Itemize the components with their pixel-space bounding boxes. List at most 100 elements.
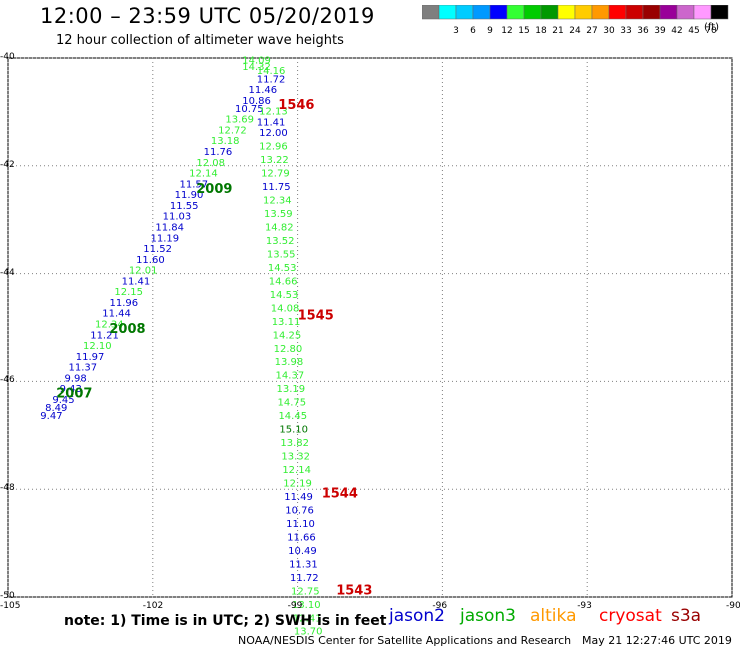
satellite-label-altika: altika [530,606,577,626]
legend-tick-label: 9 [487,26,493,36]
wave-height-reading: 13.98 [275,357,304,368]
wave-height-reading: 12.41 [293,613,322,624]
wave-height-reading: 13.70 [294,627,323,638]
wave-height-reading: 14.45 [278,411,307,422]
wave-height-reading: 14.09 [242,55,271,66]
latitude-tick-label: -46 [0,375,15,386]
page-title: 12:00 – 23:59 UTC 05/20/2019 [40,4,375,28]
satellite-label-jason3: jason3 [460,606,516,626]
wave-height-reading: 15.10 [279,425,308,436]
wave-height-reading: 11.96 [110,298,139,309]
legend-tick-label: 27 [586,26,597,36]
wave-height-reading: 10.49 [288,546,317,557]
map-frame [7,57,733,598]
wave-height-reading: 14.25 [273,330,302,341]
wave-height-reading: 12.96 [259,142,288,153]
legend-tick-label: 21 [552,26,563,36]
wave-height-reading: 12.15 [114,287,143,298]
wave-height-reading: 12.08 [196,158,225,169]
generated-timestamp: May 21 12:27:46 UTC 2019 [582,634,732,647]
legend-tick-label: 36 [637,26,649,36]
wave-height-reading: 12.34 [263,196,292,207]
wave-height-reading: 11.10 [286,519,315,530]
pass-number-label: 2008 [109,322,145,337]
wave-height-reading: 11.52 [143,244,172,255]
pass-number-label: 1544 [322,486,358,501]
wave-height-reading: 11.72 [290,573,319,584]
wave-height-reading: 11.19 [151,233,180,244]
wave-height-reading: 11.21 [90,330,119,341]
wave-height-reading: 11.72 [257,74,286,85]
latitude-tick-label: -40 [0,52,15,62]
wave-height-reading: 14.53 [270,290,299,301]
wave-height-reading: 11.03 [163,212,192,223]
wave-height-reading: 11.55 [170,201,199,212]
wave-height-reading: 12.80 [274,344,303,355]
wave-height-reading: 13.19 [277,384,306,395]
legend-swatch [710,5,729,20]
pass-number-label: 1546 [278,98,314,113]
wave-height-reading: 13.10 [292,600,321,611]
wave-height-reading: 14.53 [268,263,297,274]
latitude-tick-label: -44 [0,267,15,278]
legend-tick-label: 39 [654,26,666,36]
legend-tick-label: 33 [620,26,631,36]
legend-tick-label: 15 [518,26,529,36]
wave-height-reading: 11.41 [257,117,286,128]
wave-height-reading: 11.57 [180,179,209,190]
wave-height-reading: 13.55 [267,249,296,260]
wave-height-reading: 9.47 [40,411,62,422]
page-subtitle: 12 hour collection of altimeter wave hei… [56,33,344,48]
longitude-tick-label: -96 [432,601,448,611]
wave-height-reading: 12.10 [83,341,112,352]
wave-height-reading: 12.13 [259,107,288,118]
wave-height-reading: 11.49 [284,492,313,503]
wave-height-reading: 12.72 [218,125,247,136]
longitude-tick-label: -102 [142,601,164,611]
longitude-tick-label: -90 [726,601,740,611]
pass-number-label: 1545 [298,308,334,323]
legend-tick-label: 70 [705,26,717,36]
legend-tick-label: 6 [470,26,476,36]
wave-height-reading: 11.31 [289,559,318,570]
pass-number-label: 2007 [56,387,92,402]
longitude-tick-label: -99 [287,601,303,611]
color-legend: 3 6 9 12 15 18 21 24 27 30 33 36 39 42 45 70 [422,5,729,36]
wave-height-reading: 13.22 [260,155,289,166]
wave-height-reading: 10.86 [242,96,271,107]
legend-tick-label: 3 [453,26,459,36]
wave-height-reading: 12.79 [261,169,290,180]
wave-height-reading: 11.66 [287,532,316,543]
wave-height-reading: 11.60 [136,255,165,266]
wave-height-reading: 14.82 [265,222,294,233]
wave-height-reading: 14.16 [257,66,286,77]
wave-height-reading: 14.32 [242,62,271,73]
wave-height-reading: 12.14 [189,169,218,180]
wave-height-reading: 12.75 [291,586,320,597]
wave-height-reading: 9.45 [52,395,74,406]
wave-height-reading: 12.14 [282,465,311,476]
satellite-label-jason2: jason2 [389,606,445,626]
wave-height-reading: 11.90 [175,190,204,201]
wave-height-reading: 11.84 [155,222,184,233]
wave-height-reading: 14.37 [276,371,305,382]
wave-height-reading: 11.97 [76,352,105,363]
wave-height-reading: 13.32 [281,452,310,463]
legend-unit: (ft) [704,22,720,33]
latitude-tick-label: -48 [0,483,15,494]
legend-tick-label: 30 [603,26,615,36]
footnote: note: 1) Time is in UTC; 2) SWH is in fe… [64,613,387,629]
satellite-label-cryosat: cryosat [599,606,662,626]
latitude-tick-label: -50 [0,591,15,601]
wave-height-reading: 11.37 [68,363,97,374]
satellite-label-s3a: s3a [671,606,702,626]
wave-height-reading: 13.82 [280,438,309,449]
wave-height-reading: 11.41 [122,276,151,287]
wave-height-reading: 11.44 [102,309,131,320]
wave-height-reading: 13.52 [266,236,295,247]
wave-height-reading: 12.01 [129,266,158,277]
wave-height-reading: 12.19 [283,479,312,490]
pass-number-label: 1543 [336,583,372,598]
legend-tick-label: 45 [688,26,699,36]
